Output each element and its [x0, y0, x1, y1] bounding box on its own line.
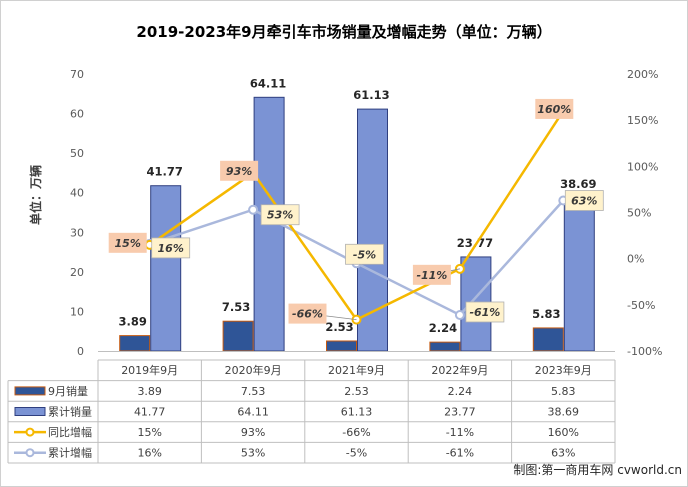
credit-text: 制图:第一商用车网 cvworld.cn — [513, 462, 682, 477]
pct-label-cumulative: 63% — [571, 194, 597, 207]
bar-label-monthly: 3.89 — [119, 315, 147, 329]
pct-label-yoy: 93% — [226, 165, 252, 178]
table-value-cell: -11% — [446, 426, 474, 439]
callout-box-cumulative — [151, 237, 191, 259]
table-header-cell: 2021年9月 — [328, 363, 385, 377]
chart-title: 2019-2023年9月牵引车市场销量及增幅走势（单位：万辆） — [136, 23, 551, 41]
y2-tick-label: 150% — [627, 114, 658, 127]
table-value-cell: 15% — [137, 426, 161, 439]
pct-label-cumulative: -61% — [469, 306, 500, 319]
table-value-cell: 53% — [241, 447, 265, 460]
table-header-cell: 2020年9月 — [225, 363, 282, 377]
bar-label-monthly: 7.53 — [222, 300, 250, 314]
y-axis-label: 单位：万辆 — [28, 165, 43, 225]
table-value-cell: 41.77 — [134, 406, 166, 419]
marker-cumulative-growth — [454, 309, 465, 320]
table-value-cell: 93% — [241, 426, 265, 439]
y-tick-label: 50 — [70, 147, 84, 160]
table-header-cell: 2022年9月 — [431, 363, 488, 377]
data-table: 2019年9月 2020年9月 2021年9月 2022年9月 2023年9月 9月销量 3… — [7, 359, 616, 464]
table-value-cell: 38.69 — [548, 406, 580, 419]
table-value-cell: 63% — [551, 447, 575, 460]
callout-box-cumulative — [260, 204, 300, 226]
bar-monthly-sales — [326, 340, 357, 352]
y-tick-label: 70 — [70, 68, 84, 81]
legend-key-bar — [14, 386, 46, 396]
table-value-cell: 7.53 — [241, 385, 266, 398]
pct-label-yoy: -11% — [416, 269, 447, 282]
callout-box-yoy — [108, 232, 147, 253]
y2-tick-label: 0% — [627, 253, 644, 266]
bar-label-cumulative: 38.69 — [560, 177, 596, 191]
bar-monthly-sales — [532, 327, 564, 352]
table-header-cell: 2019年9月 — [121, 363, 178, 377]
y2-tick-label: 100% — [627, 160, 658, 173]
legend-series-name: 同比增幅 — [48, 425, 92, 439]
bar-label-monthly: 2.24 — [429, 321, 457, 335]
table-value-cell: -5% — [346, 447, 367, 460]
legend-key-bar — [14, 407, 46, 416]
y2-tick-label: -50% — [627, 299, 655, 312]
table-value-cell: 3.89 — [137, 385, 162, 398]
y-tick-label: 30 — [70, 226, 84, 239]
bar-label-cumulative: 64.11 — [250, 76, 286, 90]
legend-key-marker — [25, 448, 35, 458]
bar-label-cumulative: 41.77 — [147, 165, 183, 179]
table-header-cell: 2023年9月 — [535, 363, 592, 377]
table-value-cell: 23.77 — [444, 406, 476, 419]
table-value-cell: 61.13 — [341, 406, 373, 419]
y-tick-label: 10 — [70, 305, 84, 318]
pct-label-yoy: 160% — [537, 103, 571, 116]
y2-tick-label: -100% — [627, 345, 662, 358]
table-value-cell: 2.53 — [344, 385, 369, 398]
callout-box-yoy — [288, 303, 327, 324]
callout-box-yoy — [220, 160, 259, 181]
legend-key-marker — [25, 427, 35, 437]
table-value-cell: 64.11 — [237, 406, 269, 419]
y2-tick-label: 200% — [627, 68, 658, 81]
bar-monthly-sales — [119, 335, 151, 352]
table-value-cell: 2.24 — [448, 385, 473, 398]
callout-box-yoy — [412, 264, 451, 285]
callout-box-yoy — [535, 98, 574, 119]
table-value-cell: 16% — [137, 447, 161, 460]
callout-box-cumulative — [564, 190, 604, 211]
callout-box-cumulative — [345, 243, 384, 265]
y2-tick-label: 50% — [627, 207, 651, 220]
bar-cumulative-sales — [357, 108, 388, 352]
y-tick-label: 60 — [70, 108, 84, 121]
plot-area: 0 10 20 30 40 50 60 70 -100% -50% 0% 50% 100% 150% 200… — [70, 68, 662, 358]
pct-label-yoy: 15% — [115, 237, 141, 250]
bar-monthly-sales — [222, 320, 254, 352]
table-value-cell: 160% — [548, 426, 579, 439]
pct-label-cumulative: 53% — [267, 209, 293, 222]
y-tick-label: 0 — [77, 345, 84, 358]
bar-monthly-sales — [429, 341, 461, 352]
bar-cumulative-sales — [150, 185, 182, 352]
y-tick-label: 20 — [70, 266, 84, 279]
y-tick-label: 40 — [70, 187, 84, 200]
marker-cumulative-growth — [248, 204, 259, 215]
legend-series-name: 累计销量 — [48, 405, 92, 419]
legend-series-name: 累计增幅 — [48, 446, 92, 460]
bar-label-cumulative: 23.77 — [457, 236, 493, 250]
table-value-cell: -66% — [342, 426, 370, 439]
legend-series-name: 9月销量 — [48, 384, 88, 398]
bar-cumulative-sales — [563, 197, 595, 352]
bar-label-monthly: 5.83 — [532, 307, 560, 321]
table-value-cell: 5.83 — [551, 385, 576, 398]
bar-label-cumulative: 61.13 — [353, 88, 389, 102]
pct-label-yoy: -66% — [292, 308, 323, 321]
callout-box-cumulative — [465, 301, 505, 323]
pct-label-cumulative: 16% — [158, 242, 184, 255]
table-value-cell: -61% — [446, 447, 474, 460]
pct-label-cumulative: -5% — [353, 248, 376, 261]
bar-label-monthly: 2.53 — [325, 320, 353, 334]
